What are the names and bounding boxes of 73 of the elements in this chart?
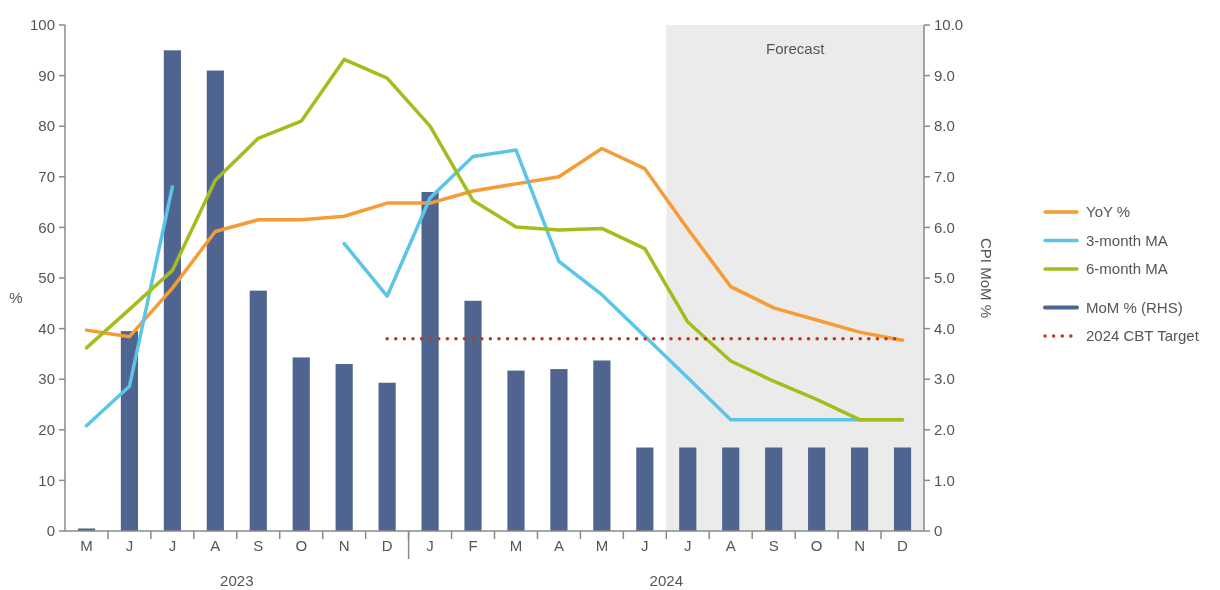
y-tick-label: 30 — [38, 370, 55, 388]
x-tick-label: M — [509, 537, 523, 554]
x-tick-label: D — [897, 537, 909, 554]
x-tick-label: O — [810, 537, 823, 554]
bar — [593, 360, 611, 531]
y2-tick-label: 2.0 — [934, 421, 955, 439]
bar — [249, 290, 267, 531]
x-tick-label: D — [381, 537, 393, 554]
y2-tick-label: 0 — [934, 522, 943, 540]
x-tick-label: J — [125, 537, 134, 554]
x-tick-label: J — [641, 537, 649, 554]
annotation: Forecast — [765, 40, 826, 57]
y2-tick-label: 10.0 — [934, 16, 964, 34]
bar — [893, 447, 912, 531]
y-tick-label: 100 — [29, 16, 55, 34]
y2-tick-label: 4.0 — [934, 319, 955, 337]
x-tick-label: J — [684, 537, 692, 554]
text: 2023 — [220, 572, 254, 589]
bar — [550, 369, 568, 531]
y2-tick-label: 8.0 — [934, 117, 955, 135]
y2-tick-label: 3.0 — [934, 370, 955, 388]
x-tick-label: A — [210, 537, 221, 554]
x-tick-label: S — [253, 537, 264, 554]
x-tick-label: A — [725, 537, 736, 554]
bar — [507, 370, 525, 531]
x-tick-label: J — [426, 537, 434, 554]
y-tick-label: 50 — [38, 269, 55, 287]
x-tick-label: N — [338, 537, 350, 554]
y2-axis-title: CPI MoM % — [977, 237, 995, 319]
x-tick-label: O — [295, 537, 308, 554]
y-tick-label: 0 — [46, 522, 55, 540]
y2-tick-label: 7.0 — [934, 168, 955, 186]
bar — [292, 357, 310, 531]
x-tick-label: N — [854, 537, 865, 554]
bar — [722, 447, 740, 531]
y2-tick-label: 6.0 — [934, 218, 955, 236]
line-series — [84, 57, 905, 422]
bar — [464, 300, 482, 531]
legend-label: MoM % (RHS) — [1086, 298, 1183, 316]
bar — [206, 70, 224, 531]
y-axis-title: % — [9, 289, 23, 307]
bar — [765, 447, 783, 531]
bar — [120, 331, 139, 531]
legend-label: 3-month MA — [1086, 231, 1168, 249]
y2-tick-label: 1.0 — [934, 471, 955, 489]
x-tick-label: M — [80, 537, 93, 554]
legend-label: 2024 CBT Target — [1086, 327, 1200, 345]
y-tick-label: 70 — [38, 168, 55, 186]
x-tick-label: J — [168, 537, 177, 554]
bar — [163, 50, 181, 531]
x-tick-label: A — [553, 537, 564, 554]
x-tick-label: M — [595, 537, 609, 554]
x-tick-label: F — [468, 537, 478, 554]
y2-tick-label: 5.0 — [934, 269, 955, 287]
bar — [636, 447, 654, 531]
bar — [808, 447, 826, 531]
y-tick-label: 90 — [38, 66, 55, 84]
legend-label: YoY % — [1086, 203, 1131, 221]
text: 2024 — [649, 572, 683, 589]
x-tick-label: S — [768, 537, 779, 554]
legend-label: 6-month MA — [1086, 260, 1168, 278]
y-tick-label: 20 — [38, 421, 55, 439]
bar — [335, 364, 353, 531]
y2-tick-label: 9.0 — [934, 66, 955, 84]
bar — [421, 191, 439, 531]
bar — [378, 382, 396, 531]
line-series — [84, 146, 905, 342]
bar — [850, 447, 869, 531]
y-tick-label: 60 — [38, 218, 55, 236]
y-tick-label: 80 — [38, 117, 55, 135]
y-tick-label: 10 — [38, 471, 55, 489]
y-tick-label: 40 — [38, 319, 55, 337]
bar — [679, 447, 697, 531]
